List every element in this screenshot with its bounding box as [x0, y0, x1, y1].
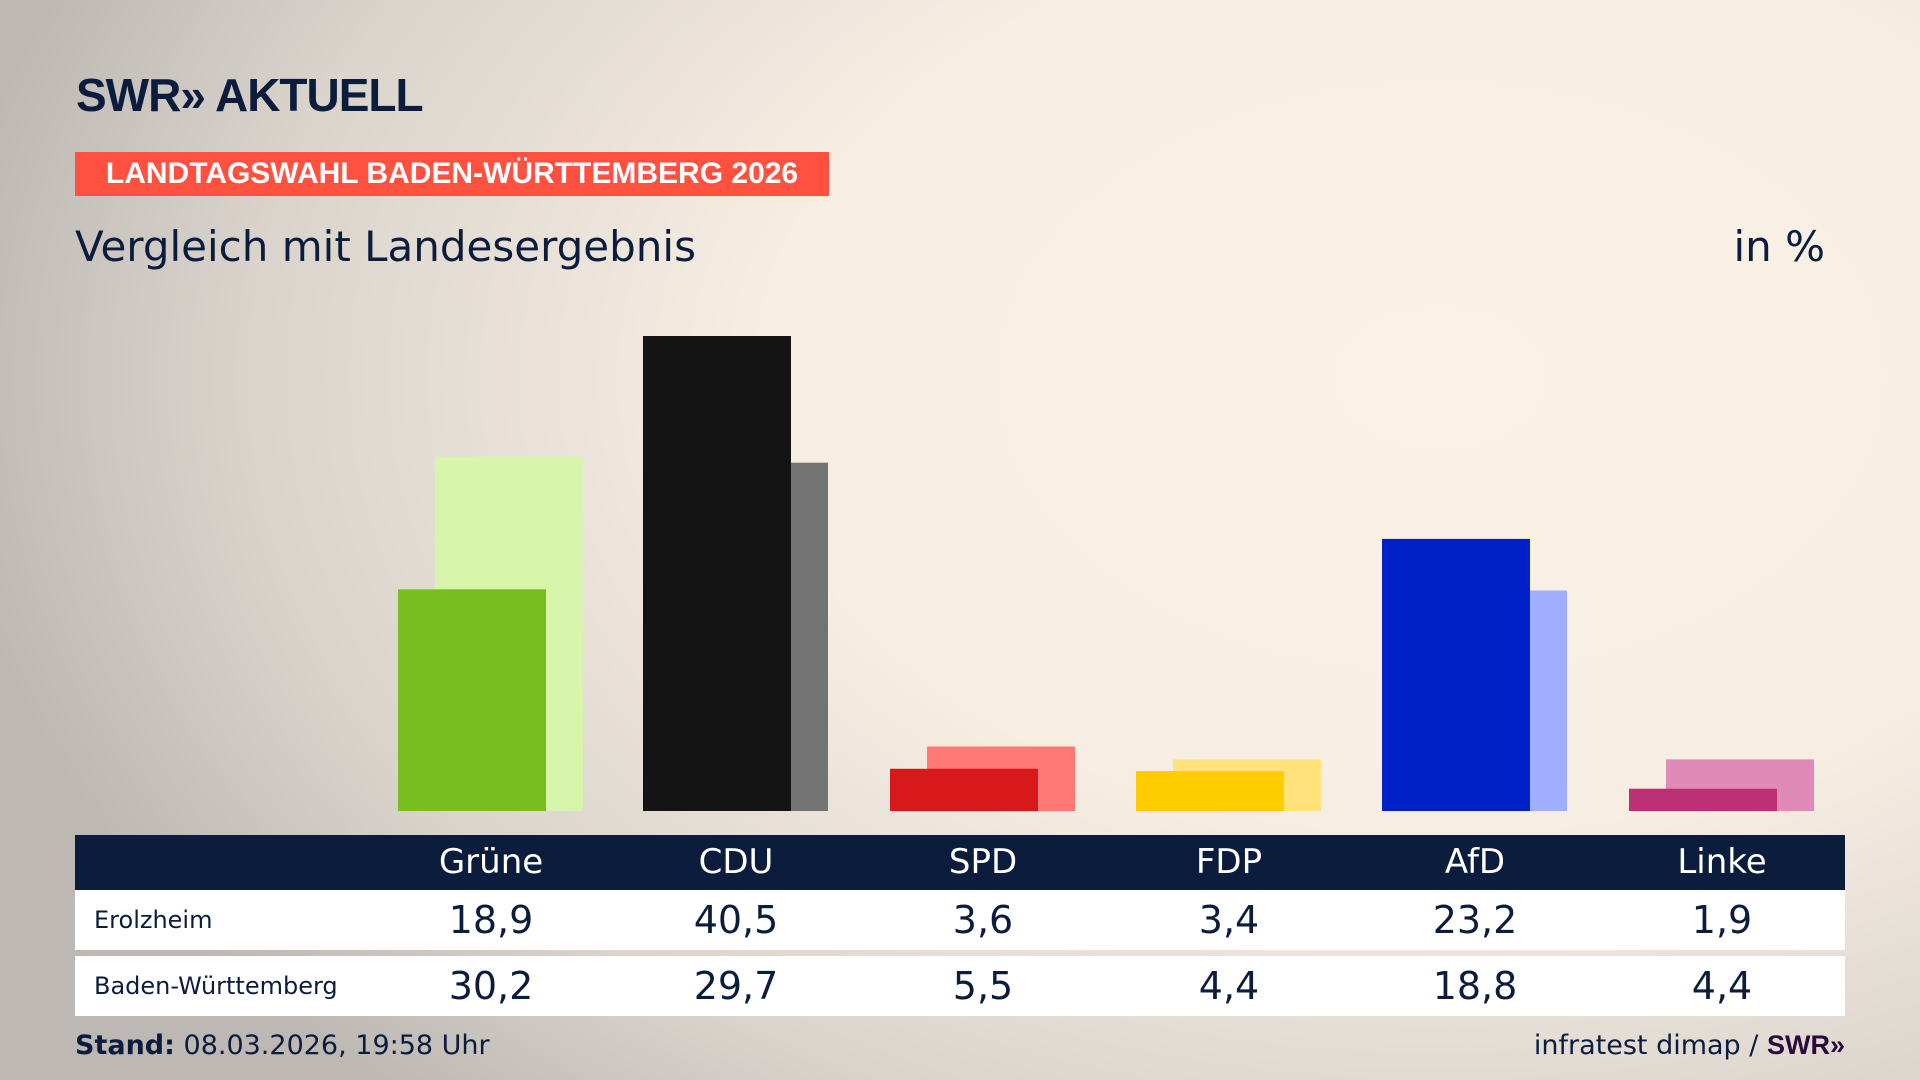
table-row: Erolzheim 18,9 40,5 3,6 3,4 23,2 1,9: [75, 890, 1845, 950]
table-cell: 4,4: [1198, 964, 1260, 1008]
table-row: Baden-Württemberg 30,2 29,7 5,5 4,4 18,8 4,4: [75, 956, 1845, 1016]
column-header: Grüne: [438, 842, 544, 882]
source-credit: infratest dimap / SWR»: [1534, 1030, 1845, 1061]
row-label: Baden-Württemberg: [94, 972, 338, 1000]
table-cell: 30,2: [448, 964, 534, 1008]
table-cell: 18,9: [448, 898, 534, 942]
column-header: FDP: [1195, 842, 1263, 882]
bar-afd-erolzheim: [1382, 538, 1530, 811]
chart-subtitle: Vergleich mit Landesergebnis: [75, 222, 696, 271]
column-header: AfD: [1444, 842, 1506, 882]
election-banner: LANDTAGSWAHL BADEN-WÜRTTEMBERG 2026: [75, 152, 829, 196]
bar-spd-erolzheim: [890, 768, 1038, 811]
bar-fdp-erolzheim: [1136, 771, 1284, 811]
table-cell: 1,9: [1691, 898, 1753, 942]
source-text: infratest dimap /: [1533, 1030, 1759, 1061]
table-cell: 5,5: [952, 964, 1014, 1008]
table-cell: 3,6: [952, 898, 1014, 942]
column-header: CDU: [698, 842, 774, 882]
stand-value: 08.03.2026, 19:58 Uhr: [183, 1030, 490, 1061]
swr-logo: SWR»: [1766, 1030, 1845, 1060]
stand-label: Stand:: [75, 1030, 175, 1061]
table-header: Grüne CDU SPD FDP AfD Linke: [75, 835, 1845, 890]
bar-cdu-erolzheim: [643, 336, 791, 811]
bar-chart: [398, 336, 1814, 811]
table-cell: 3,4: [1198, 898, 1260, 942]
table-cell: 18,8: [1432, 964, 1518, 1008]
table-cell: 29,7: [693, 964, 779, 1008]
timestamp: Stand: 08.03.2026, 19:58 Uhr: [75, 1030, 490, 1061]
row-label: Erolzheim: [94, 906, 213, 934]
column-header: Linke: [1677, 842, 1767, 882]
bar-linke-erolzheim: [1629, 788, 1777, 811]
unit-label: in %: [1733, 222, 1825, 271]
table-cell: 23,2: [1432, 898, 1518, 942]
bar-grüne-erolzheim: [398, 589, 546, 811]
swr-aktuell-logo: SWR» AKTUELL: [76, 69, 424, 121]
table-cell: 40,5: [693, 898, 779, 942]
table-cell: 4,4: [1691, 964, 1753, 1008]
column-header: SPD: [948, 842, 1018, 882]
results-table: Grüne CDU SPD FDP AfD Linke Erolzheim 18,9 40,…: [75, 835, 1845, 1016]
